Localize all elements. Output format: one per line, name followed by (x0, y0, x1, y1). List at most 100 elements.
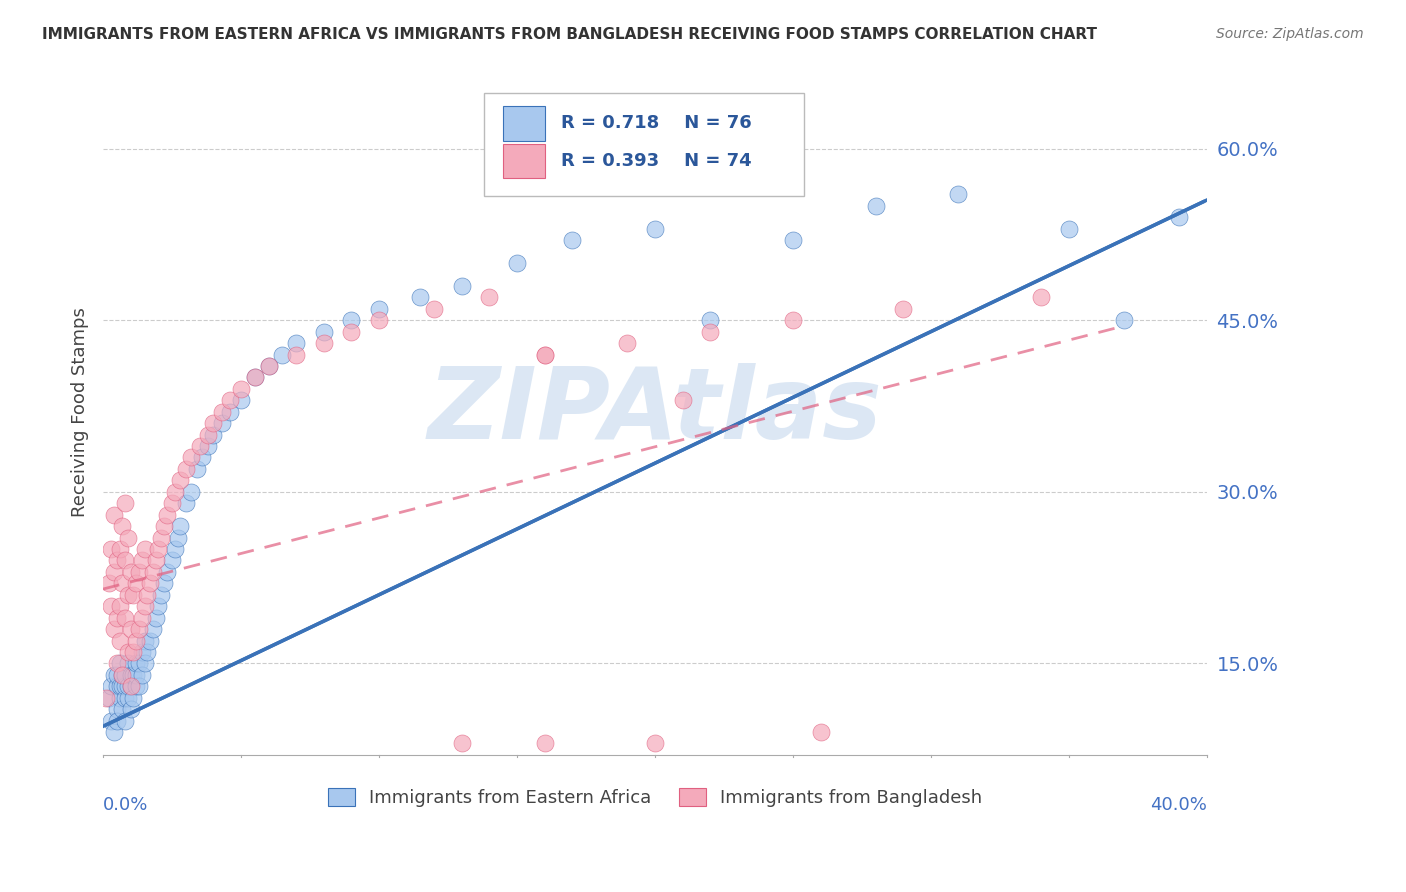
Point (340, 325, 363, 339)
Point (128, 679, 150, 693)
Point (134, 633, 156, 648)
Point (131, 610, 153, 624)
Point (865, 199, 887, 213)
Point (125, 657, 148, 671)
Point (117, 531, 139, 545)
Point (145, 553, 167, 567)
Point (120, 679, 142, 693)
Point (229, 382, 252, 396)
Point (160, 553, 183, 567)
Point (644, 736, 666, 750)
Point (105, 668, 128, 682)
Point (114, 690, 136, 705)
Point (1031, 290, 1053, 304)
Point (699, 325, 721, 339)
Point (948, 187, 970, 202)
Point (111, 679, 134, 693)
Point (478, 290, 501, 304)
Point (97, 576, 120, 591)
Point (423, 301, 446, 316)
Point (103, 668, 125, 682)
Point (160, 496, 183, 510)
Point (128, 565, 150, 579)
Point (211, 405, 233, 419)
Point (105, 702, 128, 716)
Point (782, 313, 804, 327)
Point (122, 690, 145, 705)
Point (810, 725, 832, 739)
Point (166, 531, 188, 545)
Point (120, 702, 142, 716)
Bar (503, 106, 544, 141)
Point (117, 679, 139, 693)
Point (243, 370, 266, 384)
Point (114, 668, 136, 682)
Point (100, 714, 122, 728)
Point (1168, 211, 1191, 225)
Point (111, 668, 134, 682)
Point (122, 588, 145, 602)
Point (131, 668, 153, 682)
Point (197, 427, 219, 442)
Text: 0.0%: 0.0% (103, 796, 149, 814)
Point (117, 657, 139, 671)
Point (197, 439, 219, 453)
Text: R = 0.393    N = 74: R = 0.393 N = 74 (561, 153, 752, 170)
Point (188, 439, 211, 453)
Text: Source: ZipAtlas.com: Source: ZipAtlas.com (1216, 27, 1364, 41)
Point (103, 508, 125, 522)
Point (122, 645, 145, 659)
Point (340, 313, 363, 327)
Point (120, 668, 142, 682)
Y-axis label: Receiving Food Stamps: Receiving Food Stamps (72, 307, 89, 516)
Point (97, 690, 120, 705)
Point (163, 541, 186, 556)
Point (163, 484, 186, 499)
Point (180, 450, 202, 465)
Point (105, 610, 128, 624)
Point (105, 657, 128, 671)
Point (105, 679, 128, 693)
Point (191, 450, 214, 465)
Point (131, 645, 153, 659)
Point (108, 599, 131, 614)
Point (169, 519, 191, 533)
Point (229, 393, 252, 408)
Point (108, 690, 131, 705)
Point (257, 359, 280, 373)
Point (94, 690, 117, 705)
Point (142, 622, 165, 636)
Point (699, 313, 721, 327)
Point (202, 416, 225, 430)
Point (285, 347, 308, 361)
Point (114, 496, 136, 510)
Point (105, 553, 128, 567)
Point (134, 541, 156, 556)
Point (150, 588, 173, 602)
Point (131, 553, 153, 567)
Point (142, 565, 165, 579)
Point (644, 221, 666, 235)
Point (533, 347, 555, 361)
Point (117, 645, 139, 659)
Text: 40.0%: 40.0% (1150, 796, 1206, 814)
Point (506, 256, 529, 270)
Point (125, 668, 148, 682)
Point (103, 565, 125, 579)
Point (180, 484, 202, 499)
Point (105, 714, 128, 728)
Bar (503, 144, 544, 178)
Point (409, 290, 432, 304)
Point (148, 599, 170, 614)
Point (122, 668, 145, 682)
Point (139, 576, 162, 591)
Point (114, 679, 136, 693)
Point (782, 233, 804, 247)
Point (114, 610, 136, 624)
Point (219, 405, 242, 419)
Point (111, 702, 134, 716)
Point (671, 393, 693, 408)
Point (108, 633, 131, 648)
Point (186, 462, 208, 476)
Point (114, 553, 136, 567)
